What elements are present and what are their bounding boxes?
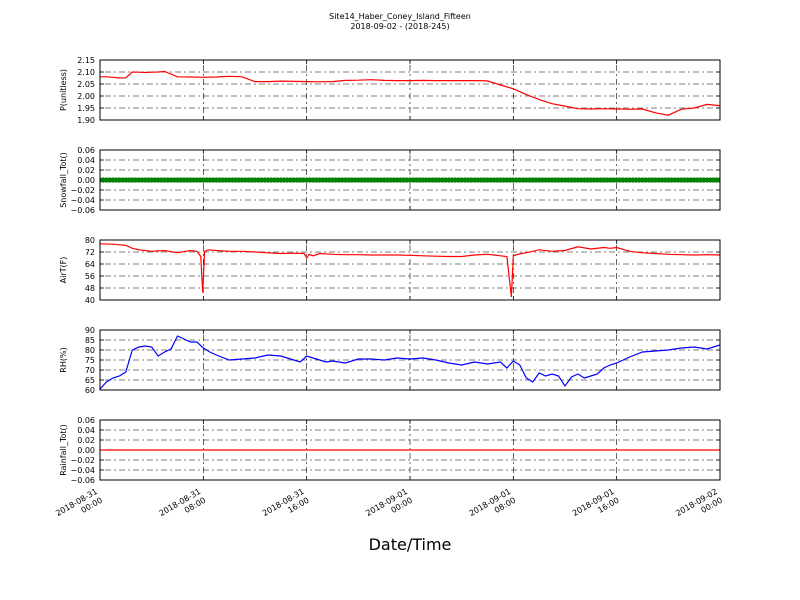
- panel-5: 0.060.040.020.00−0.02−0.04−0.06Rainfall_…: [59, 416, 721, 485]
- y-tick-label: 70: [85, 366, 95, 375]
- y-tick-label: 0.04: [77, 426, 95, 435]
- plot-frame: [99, 59, 721, 121]
- panel-2: 0.060.040.020.00−0.02−0.04−0.06Snowfall_…: [59, 146, 721, 215]
- y-tick-label: 0.00: [77, 446, 95, 455]
- x-tick-label: 2018-09-0200:00: [674, 487, 724, 527]
- x-tick-label: 2018-08-3108:00: [158, 487, 208, 527]
- y-tick-label: 90: [85, 326, 95, 335]
- y-tick-label: −0.04: [70, 466, 95, 475]
- y-axis-label: P(unitless): [59, 69, 68, 111]
- y-tick-label: 0.00: [77, 176, 95, 185]
- chart-subtitle: 2018-09-02 - (2018-245): [350, 22, 449, 31]
- y-tick-label: 1.95: [77, 104, 95, 113]
- x-tick-label: 2018-09-0108:00: [468, 487, 518, 527]
- y-tick-label: −0.04: [70, 196, 95, 205]
- y-tick-label: 40: [85, 296, 95, 305]
- y-tick-label: 0.06: [77, 416, 95, 425]
- y-tick-label: 75: [85, 356, 95, 365]
- y-tick-label: 64: [85, 260, 95, 269]
- x-tick-label: 2018-09-0100:00: [364, 487, 414, 527]
- y-tick-label: 1.90: [77, 116, 95, 125]
- y-tick-label: 0.04: [77, 156, 95, 165]
- y-tick-label: 0.02: [77, 436, 95, 445]
- y-tick-label: 0.06: [77, 146, 95, 155]
- y-tick-label: 2.05: [77, 80, 95, 89]
- plot-frame: [99, 419, 721, 481]
- y-tick-label: 56: [85, 272, 95, 281]
- y-tick-label: 0.02: [77, 166, 95, 175]
- y-tick-label: 60: [85, 386, 95, 395]
- y-axis-label: RH(%): [59, 347, 68, 372]
- x-tick-label: 2018-08-3116:00: [261, 487, 311, 527]
- plot-frame: [99, 329, 721, 391]
- series-line: [100, 335, 720, 390]
- y-tick-label: 2.00: [77, 92, 95, 101]
- y-tick-label: −0.06: [70, 476, 95, 485]
- panels: 2.152.102.052.001.951.90P(unitless)0.060…: [59, 56, 721, 485]
- data-point: [717, 177, 720, 183]
- y-tick-label: 2.10: [77, 68, 95, 77]
- y-tick-label: 48: [85, 284, 95, 293]
- plot-frame: [99, 149, 721, 211]
- series-markers: [100, 177, 720, 183]
- panel-1: 2.15 2.10 2.05 2.00 1.95 1.90 P(unitless): [59, 56, 721, 125]
- y-axis-label: Snowfall_Tot(): [59, 152, 68, 208]
- y-axis-label: Rainfall_Tot(): [59, 424, 68, 476]
- y-tick-label: 85: [85, 336, 95, 345]
- y-axis-label: AirT(F): [59, 257, 68, 284]
- x-tick-label: 2018-08-3100:00: [54, 487, 104, 527]
- y-tick-label: 80: [85, 346, 95, 355]
- y-tick-label: −0.02: [70, 456, 95, 465]
- y-tick-label: 80: [85, 236, 95, 245]
- y-tick-label: 72: [85, 248, 95, 257]
- y-tick-label: −0.02: [70, 186, 95, 195]
- x-tick-labels: 2018-08-3100:00 2018-08-3108:00 2018-08-31…: [54, 487, 724, 527]
- x-tick-label: 2018-09-0116:00: [571, 487, 621, 527]
- y-tick-label: −0.06: [70, 206, 95, 215]
- panel-3: 80 72 64 56 48 40 AirT(F): [59, 236, 721, 305]
- x-axis-label: Date/Time: [369, 535, 452, 554]
- series-line: [100, 243, 720, 298]
- chart-title: Site14_Haber_Coney_Island_Fifteen: [329, 12, 471, 21]
- plot-frame: [99, 239, 721, 301]
- series-line: [100, 70, 720, 116]
- y-tick-label: 2.15: [77, 56, 95, 65]
- y-tick-label: 65: [85, 376, 95, 385]
